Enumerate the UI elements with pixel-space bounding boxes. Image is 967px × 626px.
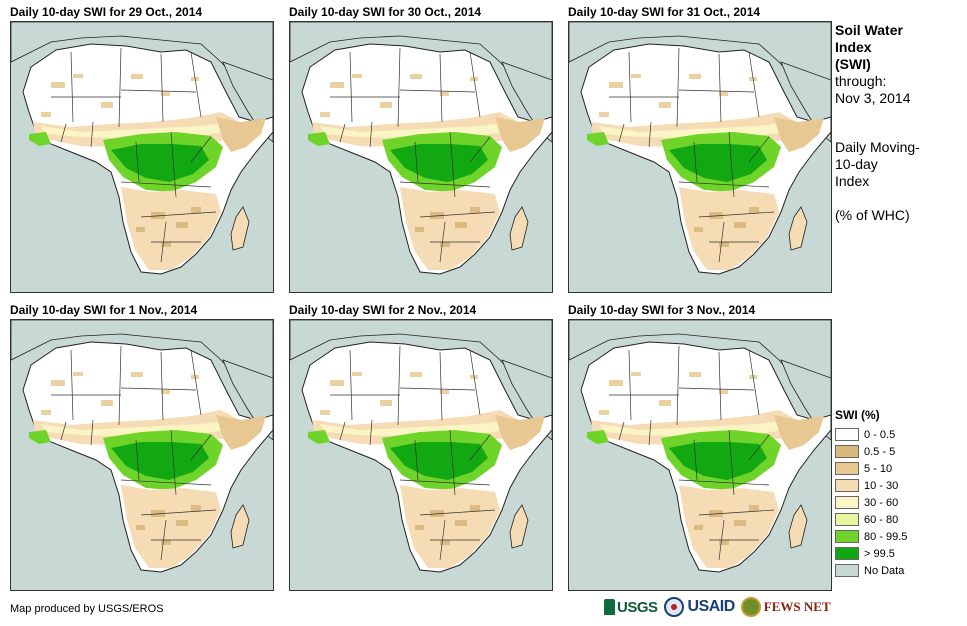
panel-title: Daily 10-day SWI for 3 Nov., 2014 <box>568 303 756 317</box>
legend-label: 60 - 80 <box>864 513 899 526</box>
usaid-seal-icon <box>663 597 684 617</box>
legend-label: 30 - 60 <box>864 496 899 509</box>
fews-globe-icon <box>740 597 761 617</box>
legend-swatch <box>835 445 859 458</box>
map-panel-4: Daily 10-day SWI for 1 Nov., 2014 <box>10 302 274 591</box>
africa-map <box>568 319 832 591</box>
legend-title: SWI (%) <box>835 408 880 422</box>
legend-item: 0.5 - 5 <box>835 443 963 460</box>
legend-label: 0.5 - 5 <box>864 445 896 458</box>
info-unit: (% of WHC) <box>835 207 910 223</box>
legend-swatch <box>835 564 859 577</box>
panel-title: Daily 10-day SWI for 29 Oct., 2014 <box>10 5 203 19</box>
panel-title: Daily 10-day SWI for 30 Oct., 2014 <box>289 5 482 19</box>
legend-item: 80 - 99.5 <box>835 528 963 545</box>
legend-item: No Data <box>835 562 963 579</box>
panel-title: Daily 10-day SWI for 2 Nov., 2014 <box>289 303 477 317</box>
legend-swatch <box>835 428 859 441</box>
legend-swatch <box>835 496 859 509</box>
usgs-logo: USGS <box>604 599 658 616</box>
map-panel-6: Daily 10-day SWI for 3 Nov., 2014 <box>568 302 832 591</box>
africa-map <box>10 319 274 591</box>
logo-strip: USGS USAID FEWS NET <box>604 593 832 621</box>
info-method-line: Daily Moving- <box>835 139 920 155</box>
legend-label: 5 - 10 <box>864 462 893 475</box>
legend-item: 60 - 80 <box>835 511 963 528</box>
legend-swatch <box>835 547 859 560</box>
legend-label: > 99.5 <box>864 547 895 560</box>
usaid-logo: USAID <box>687 598 736 615</box>
legend-item: 30 - 60 <box>835 494 963 511</box>
info-method-line: Index <box>835 173 870 189</box>
map-panel-2: Daily 10-day SWI for 30 Oct., 2014 <box>289 4 553 293</box>
africa-map <box>568 21 832 293</box>
legend-label: 10 - 30 <box>864 479 899 492</box>
legend: SWI (%) 0 - 0.5 0.5 - 5 5 - 10 10 - 30 30 - … <box>835 408 963 579</box>
info-method-line: 10-day <box>835 156 878 172</box>
info-through-label: through: <box>835 73 887 89</box>
map-panel-1: Daily 10-day SWI for 29 Oct., 2014 <box>10 4 274 293</box>
map-panel-5: Daily 10-day SWI for 2 Nov., 2014 <box>289 302 553 591</box>
usgs-mark-icon <box>604 599 615 615</box>
usgs-logo-text: USGS <box>617 598 658 616</box>
legend-label: 80 - 99.5 <box>864 530 908 543</box>
info-through-date: Nov 3, 2014 <box>835 90 911 106</box>
legend-item: 10 - 30 <box>835 477 963 494</box>
info-block: Soil Water Index (SWI) through: Nov 3, 2… <box>835 22 963 224</box>
panel-title: Daily 10-day SWI for 1 Nov., 2014 <box>10 303 198 317</box>
info-heading-line: Soil Water <box>835 22 903 38</box>
africa-map <box>289 21 553 293</box>
africa-map <box>10 21 274 293</box>
legend-item: 0 - 0.5 <box>835 426 963 443</box>
legend-swatch <box>835 479 859 492</box>
map-panel-3: Daily 10-day SWI for 31 Oct., 2014 <box>568 4 832 293</box>
legend-label: No Data <box>864 564 905 577</box>
legend-item: > 99.5 <box>835 545 963 562</box>
africa-map <box>289 319 553 591</box>
panel-title: Daily 10-day SWI for 31 Oct., 2014 <box>568 5 761 19</box>
info-heading-line: (SWI) <box>835 56 871 72</box>
legend-swatch <box>835 462 859 475</box>
legend-swatch <box>835 513 859 526</box>
credit-text: Map produced by USGS/EROS <box>10 603 164 615</box>
info-heading-line: Index <box>835 39 872 55</box>
legend-label: 0 - 0.5 <box>864 428 896 441</box>
fews-net-logo: FEWS NET <box>763 599 831 614</box>
legend-item: 5 - 10 <box>835 460 963 477</box>
legend-swatch <box>835 530 859 543</box>
